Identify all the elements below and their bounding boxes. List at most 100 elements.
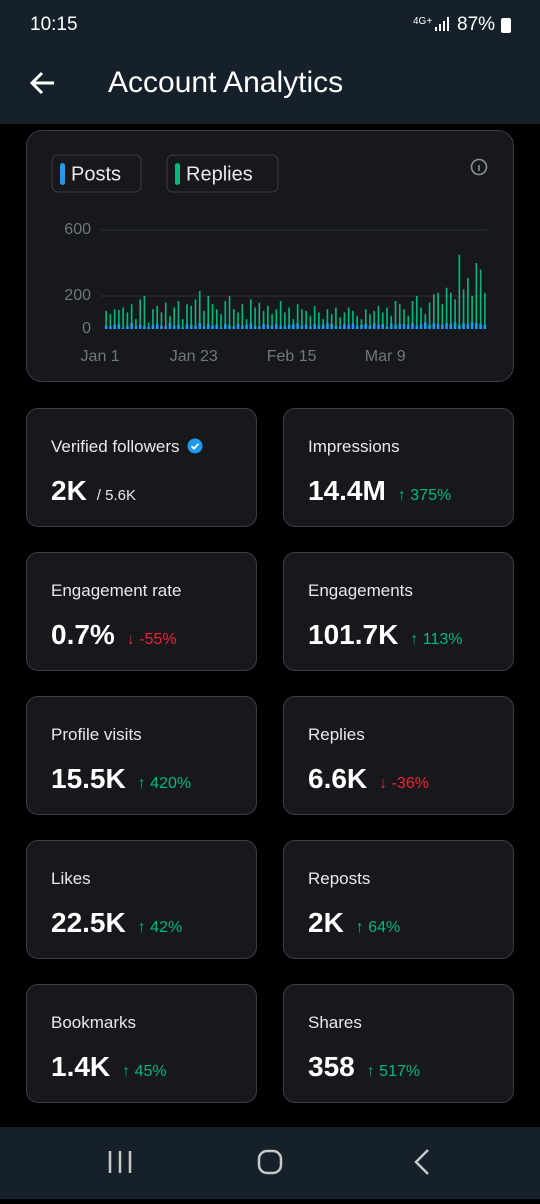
bar [262, 324, 265, 329]
bar [389, 323, 393, 329]
metric-value-text: 14.4M [308, 475, 386, 506]
bar [304, 324, 308, 329]
bar [164, 326, 168, 329]
metric-card[interactable]: Profile visits 15.5K ↑ 420% [26, 696, 257, 815]
bar [454, 299, 456, 329]
bar [394, 324, 397, 329]
metric-value: 6.6K ↓ -36% [308, 763, 429, 795]
bar [381, 324, 385, 329]
bar [279, 300, 282, 329]
metric-card[interactable]: Reposts 2K ↑ 64% [283, 840, 514, 959]
nav-icons [108, 1149, 429, 1175]
legend-swatch [60, 163, 65, 185]
metric-value: 2K / 5.6K [51, 475, 136, 507]
metric-label: Profile visits [51, 725, 142, 745]
bar [177, 324, 180, 329]
bar [155, 324, 159, 329]
metric-value: 15.5K ↑ 420% [51, 763, 191, 795]
home-button[interactable] [257, 1149, 283, 1175]
bar [262, 310, 265, 329]
bar [330, 314, 333, 329]
bar [292, 324, 295, 329]
x-tick-label: Jan 23 [170, 348, 218, 365]
bar [402, 324, 406, 329]
metric-total: / 5.6K [96, 487, 136, 504]
status-network: 4G+ [413, 16, 433, 27]
metric-card[interactable]: Impressions 14.4M ↑ 375% [283, 408, 514, 527]
metric-card[interactable]: Bookmarks 1.4K ↑ 45% [26, 984, 257, 1103]
back-button[interactable] [28, 68, 58, 98]
metric-card[interactable]: Verified followers 2K / 5.6K [26, 408, 257, 527]
bar [258, 326, 261, 329]
bar [445, 287, 448, 329]
status-battery: 87% [457, 14, 496, 35]
legend-label: Posts [71, 163, 121, 185]
metric-value-text: 1.4K [51, 1051, 111, 1082]
recents-button[interactable] [108, 1151, 132, 1173]
bar [398, 304, 401, 329]
metric-card[interactable]: Shares 358 ↑ 517% [283, 984, 514, 1103]
bar [160, 312, 163, 329]
legend-item[interactable] [166, 154, 279, 193]
bar [432, 323, 436, 329]
bar [296, 323, 299, 329]
bar [403, 309, 405, 329]
bar [135, 319, 137, 329]
bar [335, 307, 337, 329]
bar [475, 263, 478, 329]
bar [253, 325, 257, 329]
bar [287, 324, 291, 329]
bar [109, 326, 112, 329]
x-tick-label: Jan 1 [81, 348, 120, 365]
bar [364, 324, 368, 329]
metric-card[interactable]: Likes 22.5K ↑ 42% [26, 840, 257, 959]
bar [436, 324, 440, 329]
back-nav-button[interactable] [414, 1149, 429, 1175]
bar [284, 312, 286, 329]
bar [169, 315, 171, 329]
metric-change: ↑ 517% [366, 1063, 421, 1080]
y-tick-label: 200 [64, 287, 91, 304]
bar [398, 324, 402, 329]
bar [458, 324, 461, 329]
bar [309, 315, 312, 329]
metric-card[interactable]: Replies 6.6K ↓ -36% [283, 696, 514, 815]
bar [360, 319, 363, 329]
bar [347, 324, 350, 329]
bar [160, 325, 163, 329]
metric-value-text: 15.5K [51, 763, 126, 794]
page-title: Account Analytics [108, 66, 344, 99]
bar [202, 326, 206, 329]
metric-value: 0.7% ↓ -55% [51, 619, 177, 651]
bar [462, 289, 465, 329]
bar [317, 325, 321, 329]
bar [258, 302, 261, 329]
metric-card[interactable]: Engagements 101.7K ↑ 113% [283, 552, 514, 671]
metric-card[interactable]: Engagement rate 0.7% ↓ -55% [26, 552, 257, 671]
bar [377, 324, 380, 329]
bar [241, 325, 244, 329]
bar [194, 325, 197, 329]
bar [203, 310, 205, 329]
bar [283, 326, 287, 329]
bar [236, 324, 240, 329]
bar [249, 323, 253, 329]
metric-label: Reposts [308, 869, 370, 889]
bar [189, 324, 193, 329]
info-icon[interactable] [470, 158, 488, 176]
bar [211, 325, 214, 329]
bar [420, 307, 422, 329]
bar [109, 314, 112, 329]
metric-change: ↑ 375% [397, 487, 452, 504]
bar [147, 322, 150, 329]
bar [369, 314, 371, 329]
metric-value: 358 ↑ 517% [308, 1051, 420, 1083]
bar [130, 323, 133, 329]
legend-item[interactable] [51, 154, 142, 193]
metric-value: 101.7K ↑ 113% [308, 619, 462, 651]
metric-value-text: 6.6K [308, 763, 368, 794]
bar [121, 327, 125, 329]
bar [381, 312, 384, 329]
bar [266, 324, 270, 329]
bar [364, 309, 367, 329]
